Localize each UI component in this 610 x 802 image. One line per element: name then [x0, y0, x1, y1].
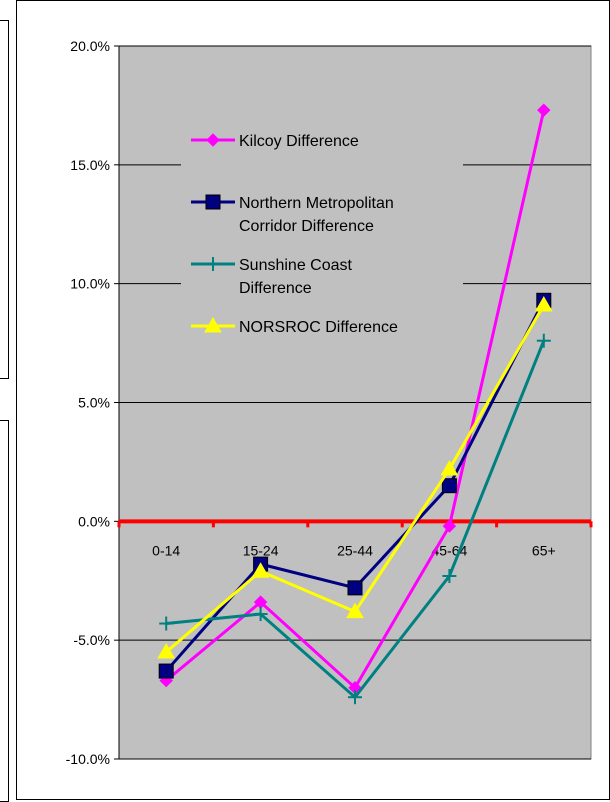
data-point	[442, 568, 457, 583]
y-tick-label: -5.0%	[73, 632, 110, 648]
data-point	[159, 616, 174, 631]
x-tick-label: 0-14	[152, 542, 180, 558]
legend-marker	[205, 194, 221, 210]
y-tick-label: -10.0%	[66, 751, 110, 767]
legend-label: NORSROC Difference	[239, 319, 398, 336]
x-tick-label: 65+	[532, 542, 556, 558]
data-point	[347, 580, 363, 596]
line-chart: 20.0% 15.0% 10.0% 5.0% 0.0% -5.0% -10.0% 0-14 15…	[66, 38, 593, 767]
legend-label: Northern Metropolitan	[239, 195, 394, 212]
data-point	[442, 519, 457, 533]
data-point	[537, 103, 551, 117]
data-point	[348, 690, 362, 705]
data-point	[157, 643, 176, 659]
data-point	[158, 663, 174, 679]
legend-label: Corridor Difference	[239, 218, 374, 235]
legend-marker	[206, 257, 220, 271]
data-point	[534, 296, 553, 312]
y-tick-label: 0.0%	[78, 513, 110, 529]
left-panel-top	[0, 20, 9, 379]
legend-marker	[206, 133, 220, 147]
legend-label: Difference	[239, 280, 312, 297]
y-tick-label: 10.0%	[70, 276, 110, 292]
legend-label: Kilcoy Difference	[239, 133, 359, 150]
y-tick-label: 20.0%	[70, 38, 110, 54]
y-tick-label: 5.0%	[78, 395, 110, 411]
data-point	[536, 333, 551, 348]
data-point	[253, 607, 268, 622]
legend-marker	[204, 316, 222, 333]
chart-frame: 20.0% 15.0% 10.0% 5.0% 0.0% -5.0% -10.0% 0-14 15…	[16, 0, 610, 800]
left-panel-bottom	[0, 420, 9, 802]
y-tick-label: 15.0%	[70, 157, 110, 173]
x-tick-label: 15-24	[243, 542, 279, 558]
data-point	[440, 460, 459, 476]
data-point	[441, 478, 457, 494]
legend-box	[181, 109, 463, 341]
x-tick-label: 25-44	[337, 542, 373, 558]
data-point	[251, 562, 270, 578]
legend-label: Sunshine Coast	[239, 257, 353, 274]
data-point	[346, 602, 364, 619]
